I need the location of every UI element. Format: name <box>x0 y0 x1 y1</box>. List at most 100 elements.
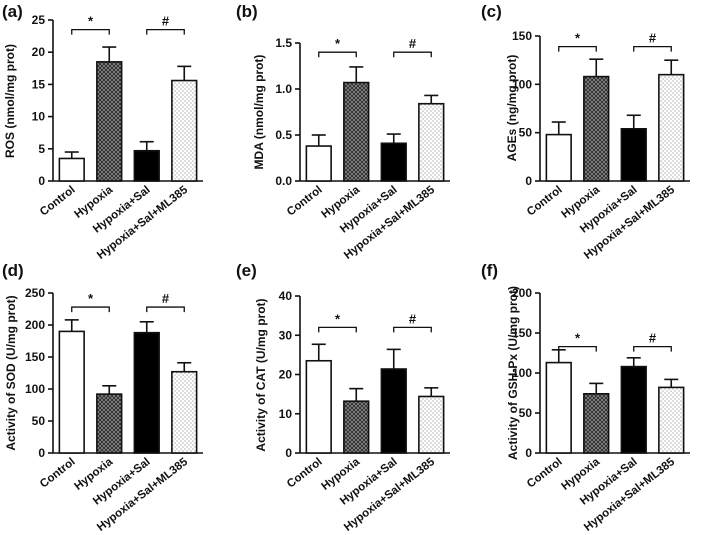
panel-label: (f) <box>481 261 498 280</box>
bar-hypoxia-sal-ml385 <box>171 370 198 454</box>
y-tick-label: 150 <box>512 29 532 43</box>
significance-bracket <box>393 51 432 58</box>
bar-hypoxia <box>343 81 370 182</box>
significance-marker: * <box>575 331 581 346</box>
bar-control <box>305 145 332 182</box>
significance-bracket <box>633 45 672 52</box>
y-tick-label: 10 <box>32 110 46 124</box>
y-tick-label: 5 <box>38 142 45 156</box>
y-tick-label: 1.5 <box>275 36 292 50</box>
significance-bracket <box>558 345 597 352</box>
y-tick-label: 20 <box>32 45 46 59</box>
significance-marker: * <box>88 291 94 306</box>
y-tick-label: 50 <box>32 414 46 428</box>
chart-panel: (d) Activity of SOD (U/mg prot) 0 50 100 150 2… <box>2 261 203 534</box>
bar-hypoxia <box>343 400 370 454</box>
y-tick-label: 200 <box>512 286 532 300</box>
bar-hypoxia <box>583 75 610 182</box>
significance-marker: * <box>575 31 581 46</box>
bar-hypoxia-sal <box>133 331 160 454</box>
y-axis-label: Activity of CAT (U/mg prot) <box>254 298 268 451</box>
x-category-label: Control <box>38 184 78 219</box>
significance-marker: * <box>335 311 341 326</box>
significance-bracket <box>393 326 432 333</box>
x-category-label: Control <box>525 184 565 219</box>
y-tick-label: 0 <box>525 446 532 460</box>
y-axis-label: Activity of GSH-Px (U/mg prot) <box>506 286 520 460</box>
y-tick-label: 10 <box>279 407 293 421</box>
y-tick-label: 0.5 <box>275 128 292 142</box>
x-category-label: Control <box>285 456 325 491</box>
x-category-label: Control <box>525 456 565 491</box>
bar-hypoxia-sal-ml385 <box>418 102 445 182</box>
y-tick-label: 200 <box>25 318 45 332</box>
y-tick-label: 20 <box>279 368 293 382</box>
y-tick-label: 150 <box>25 350 45 364</box>
significance-bracket <box>318 326 357 333</box>
significance-bracket <box>633 345 672 352</box>
bar-hypoxia <box>96 61 123 182</box>
bar-hypoxia-sal-ml385 <box>418 395 445 454</box>
significance-marker: # <box>649 31 657 46</box>
y-tick-label: 0 <box>285 446 292 460</box>
chart-panel: (c)AGEs (ng/mg prot)050100150ControlHypo… <box>481 2 690 262</box>
y-tick-label: 0 <box>38 446 45 460</box>
significance-bracket <box>318 51 357 58</box>
bar-hypoxia-sal <box>380 142 407 182</box>
y-tick-label: 0.0 <box>275 174 292 188</box>
panel-label: (d) <box>2 261 24 280</box>
panel-label: (c) <box>481 2 502 21</box>
bar-control <box>58 330 85 454</box>
y-tick-label: 100 <box>512 77 532 91</box>
bar-hypoxia <box>583 392 610 454</box>
bar-hypoxia-sal-ml385 <box>658 386 685 454</box>
bar-hypoxia-sal-ml385 <box>171 79 198 182</box>
y-tick-label: 150 <box>512 326 532 340</box>
significance-marker: # <box>162 14 170 29</box>
significance-bracket <box>71 29 110 35</box>
y-tick-label: 1.0 <box>275 82 292 96</box>
chart-panel: (a)ROS (nmol/mg prot)0510152025ControlHy… <box>2 2 203 262</box>
y-tick-label: 250 <box>25 286 45 300</box>
bar-control <box>305 359 332 454</box>
panel-label: (a) <box>2 2 23 21</box>
y-tick-label: 0 <box>38 174 45 188</box>
bar-hypoxia-sal <box>380 368 407 454</box>
significance-marker: * <box>88 14 94 29</box>
y-tick-label: 25 <box>32 13 46 27</box>
bar-hypoxia-sal-ml385 <box>658 73 685 182</box>
bar-hypoxia <box>96 393 123 454</box>
y-axis-label: ROS (nmol/mg prot) <box>3 44 17 158</box>
y-axis-label: Activity of SOD (U/mg prot) <box>4 295 18 450</box>
chart-panel: (b) MDA (nmol/mg prot) 0.0 0.5 1.0 1.5 Control… <box>236 2 450 262</box>
chart-panel: (e) Activity of CAT (U/mg prot) 0 10 20 30 40 C… <box>236 261 450 534</box>
significance-bracket <box>146 29 185 35</box>
x-category-label: Control <box>285 184 325 219</box>
y-tick-label: 40 <box>279 289 293 303</box>
y-tick-label: 0 <box>525 174 532 188</box>
y-tick-label: 100 <box>512 366 532 380</box>
bar-hypoxia-sal <box>620 128 647 182</box>
panel-label: (b) <box>236 2 258 21</box>
y-tick-label: 100 <box>25 382 45 396</box>
chart-panel: (f) Activity of GSH-Px (U/mg prot) 0 50 100 1… <box>481 261 690 534</box>
y-tick-label: 50 <box>519 406 533 420</box>
significance-bracket <box>71 306 110 313</box>
significance-bracket <box>146 306 185 313</box>
significance-marker: * <box>335 36 341 51</box>
significance-marker: # <box>162 291 170 306</box>
x-category-label: Control <box>38 456 78 491</box>
y-axis-label: MDA (nmol/mg prot) <box>252 55 266 170</box>
y-tick-label: 50 <box>519 126 533 140</box>
bar-control <box>545 361 572 454</box>
bar-hypoxia-sal <box>620 365 647 454</box>
y-axis-label: AGEs (ng/mg prot) <box>505 55 519 162</box>
bar-hypoxia-sal <box>133 149 160 182</box>
bar-control <box>545 133 572 182</box>
y-tick-label: 30 <box>279 328 293 342</box>
bar-control <box>58 157 85 182</box>
significance-bracket <box>558 45 597 52</box>
y-tick-label: 15 <box>32 77 46 91</box>
significance-marker: # <box>409 36 417 51</box>
